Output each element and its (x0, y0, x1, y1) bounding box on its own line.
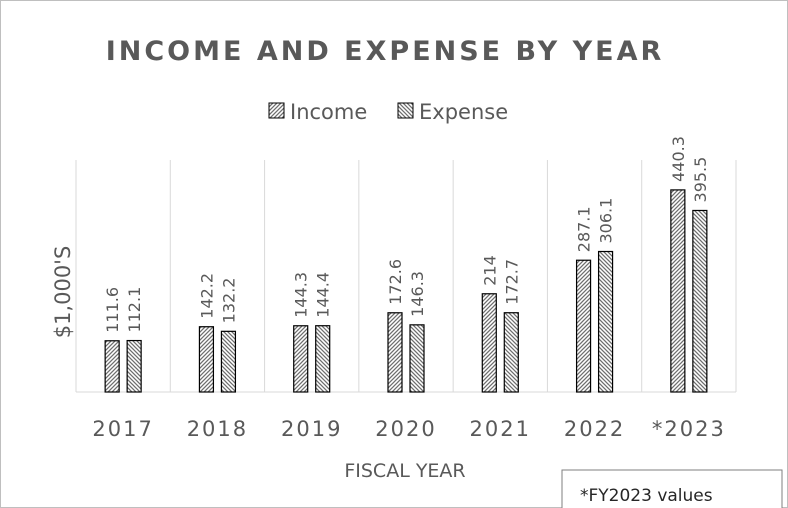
data-label-expense: 172.7 (502, 259, 521, 305)
category-gridlines (75, 160, 737, 392)
data-label-income: 144.3 (292, 272, 311, 318)
data-label-income: 214 (480, 255, 499, 286)
data-label-expense: 144.4 (314, 272, 333, 318)
data-label-expense: 132.2 (219, 278, 238, 324)
x-axis-label: FISCAL YEAR (344, 460, 465, 482)
data-label-income: 142.2 (197, 273, 216, 319)
legend-label-expense: Expense (419, 100, 508, 124)
data-label-expense: 146.3 (408, 271, 427, 317)
legend-label-income: Income (290, 100, 367, 124)
bar-income (387, 312, 403, 393)
x-tick-label: 2022 (564, 417, 625, 441)
bar-expense (315, 325, 331, 393)
bar-income (198, 326, 215, 393)
data-label-income: 172.6 (386, 259, 405, 305)
bar-income (293, 325, 309, 393)
data-label-income: 440.3 (669, 136, 688, 182)
footnote-text: *FY2023 values (580, 486, 713, 506)
data-label-income: 111.6 (103, 287, 122, 333)
x-tick-label: *2023 (652, 417, 726, 441)
bar-income (481, 293, 497, 393)
data-label-expense: 306.1 (597, 198, 616, 244)
legend-swatch-income (268, 102, 285, 119)
bar-expense (126, 339, 142, 393)
bar-income (670, 189, 686, 393)
footnote-box: *FY2023 values (561, 469, 783, 508)
bar-expense (220, 330, 237, 393)
x-tick-label: 2021 (470, 417, 531, 441)
footnote-border (561, 469, 783, 508)
bar-expense (597, 250, 614, 393)
x-tick-label: 2017 (92, 417, 153, 441)
legend-swatch-expense (397, 102, 414, 119)
x-tick-label: 2019 (281, 417, 342, 441)
data-label-expense: 112.1 (125, 287, 144, 333)
data-label-expense: 395.5 (691, 157, 710, 203)
bar-expense (409, 324, 425, 393)
x-tick-labels: 2017 2018 2019 2020 2021 2022 *2023 (92, 417, 726, 441)
bars (104, 189, 708, 393)
x-tick-label: 2020 (375, 417, 436, 441)
data-labels: 111.6 112.1 142.2 132.2 144.3 144.4 172.6 146.3… (103, 136, 710, 333)
y-axis-label: $1,000'S (51, 246, 75, 339)
bar-expense (503, 312, 519, 393)
legend: Income Expense (268, 100, 508, 124)
x-tick-label: 2018 (187, 417, 248, 441)
data-label-income: 287.1 (575, 206, 594, 252)
bar-income (575, 259, 592, 393)
chart-title: INCOME AND EXPENSE BY YEAR (106, 36, 665, 67)
bar-expense (692, 209, 708, 393)
bar-income (104, 340, 120, 393)
